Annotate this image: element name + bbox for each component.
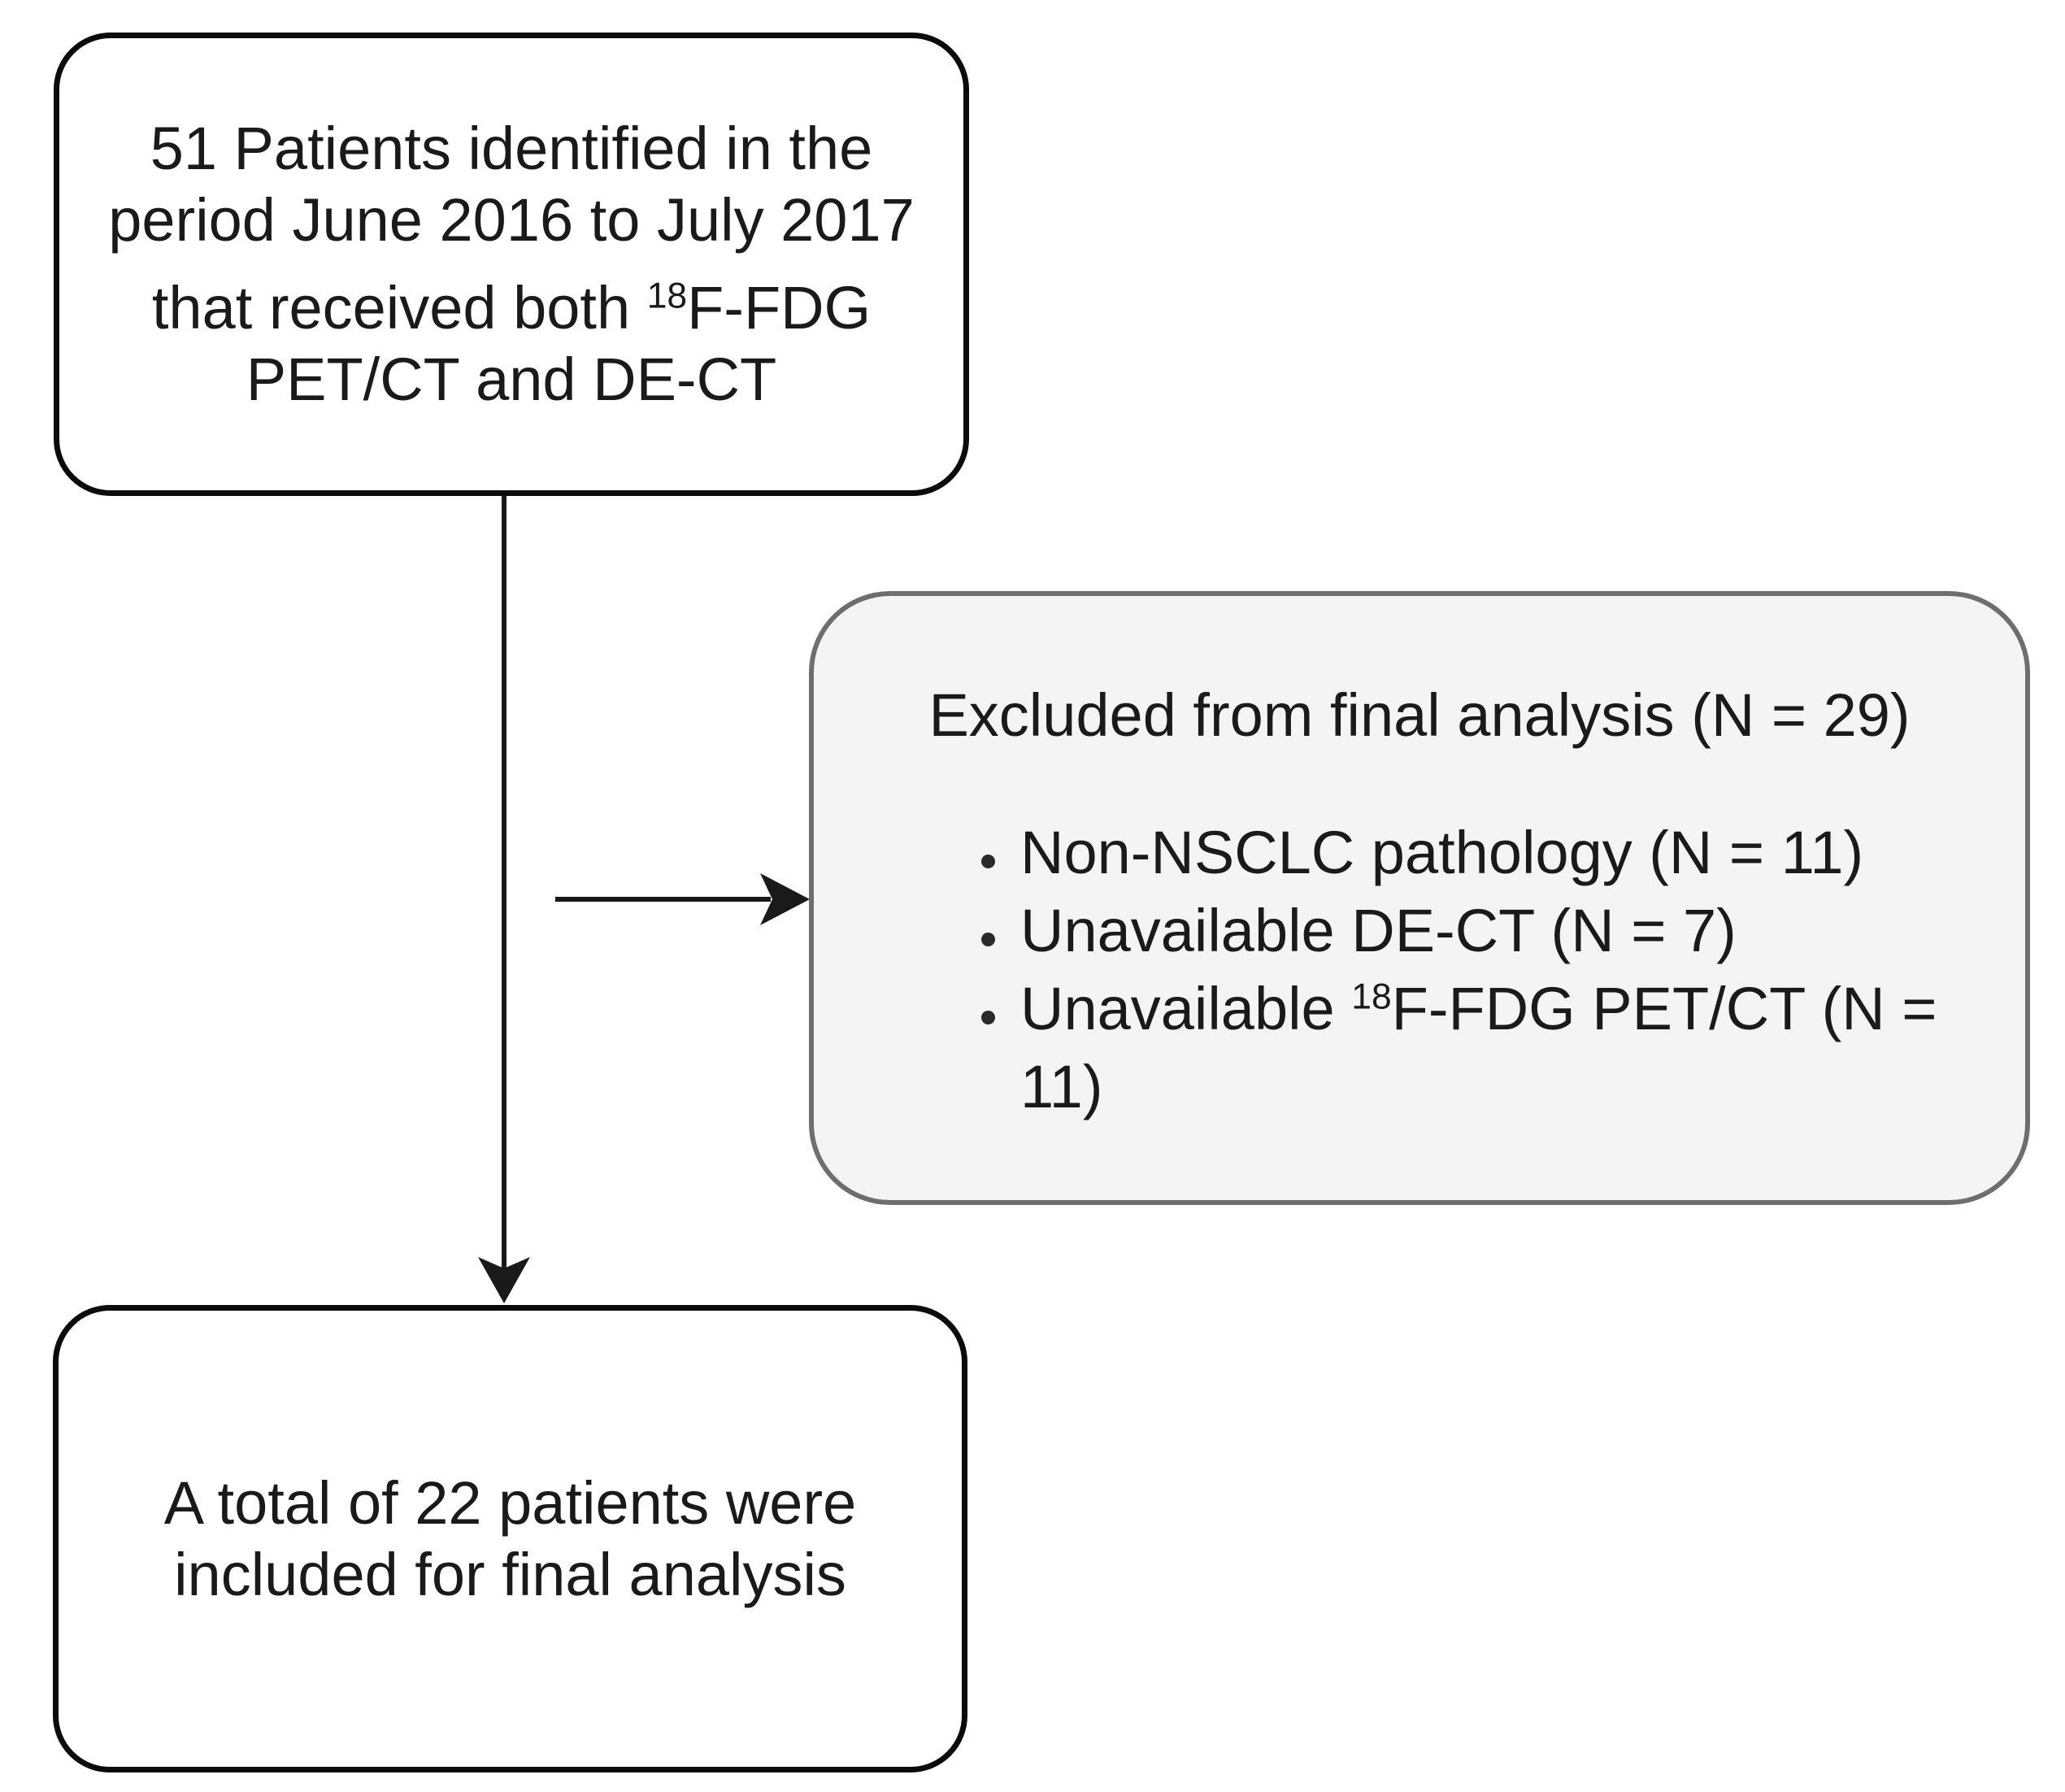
patients-identified-box: 51 Patients identified in the period Jun… <box>54 33 969 496</box>
exclusion-list: Non-NSCLC pathology (N = 11) Unavailable… <box>814 814 2025 1126</box>
list-item-segment: F-FDG PET/CT (N = <box>1391 975 1937 1042</box>
excluded-title: Excluded from final analysis (N = 29) <box>928 681 1911 749</box>
superscript-18: 18 <box>646 276 688 316</box>
list-item-text: Unavailable DE-CT (N = 7) <box>1020 897 1737 964</box>
arrow-down-icon <box>478 496 530 1303</box>
box-text-line: A total of 22 patients were <box>163 1468 857 1537</box>
list-item: Unavailable DE-CT (N = 7) <box>981 892 1993 970</box>
final-analysis-text: A total of 22 patients were included for… <box>164 1468 857 1611</box>
box-text-line: 51 Patients identified in the <box>150 115 873 182</box>
superscript-18: 18 <box>1351 976 1392 1017</box>
list-item-text: Unavailable 18F-FDG PET/CT (N = <box>1020 975 1937 1042</box>
list-item: Unavailable 18F-FDG PET/CT (N = 11) <box>981 970 1993 1126</box>
box-text-line: included for final analysis <box>174 1540 846 1608</box>
list-item-segment: Unavailable <box>1020 975 1352 1042</box>
box-text-segment: that received both <box>151 274 647 341</box>
list-item-text: Non-NSCLC pathology (N = 11) <box>1020 819 1864 886</box>
box-text-line: period June 2016 to July 2017 <box>108 186 915 254</box>
final-analysis-box: A total of 22 patients were included for… <box>53 1305 967 1772</box>
excluded-box: Excluded from final analysis (N = 29) No… <box>809 591 2030 1205</box>
box-text-segment: F-FDG <box>687 274 872 341</box>
list-item: Non-NSCLC pathology (N = 11) <box>981 814 1993 892</box>
box-text-line: that received both 18F-FDG <box>108 272 915 344</box>
list-item-wrapped-text: 11) <box>1020 1053 1103 1120</box>
box-text-line: PET/CT and DE-CT <box>246 346 777 413</box>
arrow-right-icon <box>555 873 810 925</box>
patients-identified-text: 51 Patients identified in the period Jun… <box>108 113 915 415</box>
